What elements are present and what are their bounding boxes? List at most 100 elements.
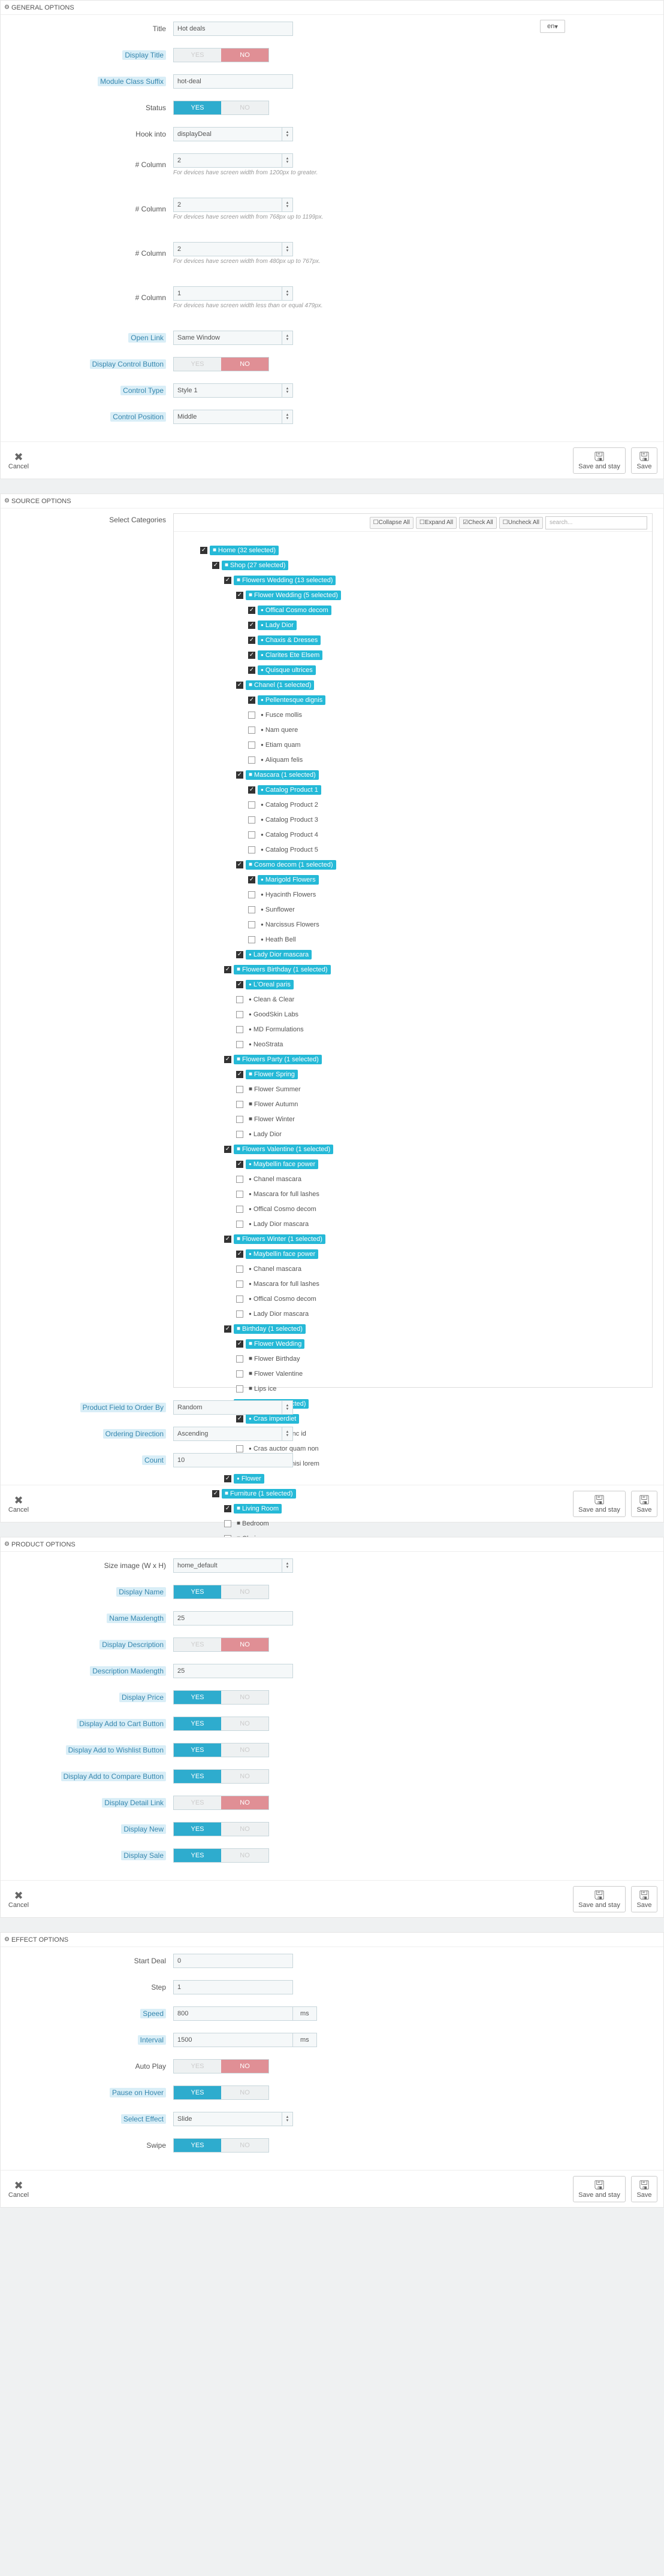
tree-node[interactable]: ● Catalog Product 5 <box>200 842 341 857</box>
save-and-stay-button[interactable]: 🖫 Save and stay <box>573 1491 626 1517</box>
tree-checkbox[interactable]: ✓ <box>224 965 231 973</box>
tree-checkbox[interactable] <box>248 831 255 839</box>
display-control-button-toggle[interactable]: YES NO <box>173 357 269 371</box>
tree-node[interactable]: ● Clean & Clear <box>200 992 341 1007</box>
tree-node-label[interactable]: ■ Home (32 selected) <box>210 545 279 555</box>
tree-node-label[interactable]: ■ Flower Summer <box>246 1085 304 1094</box>
tree-checkbox[interactable]: ✓ <box>236 1340 243 1348</box>
tree-node-label[interactable]: ● L'Oreal paris <box>246 979 294 989</box>
display-new-toggle[interactable]: YES NO <box>173 1822 269 1836</box>
tree-node-label[interactable]: ● Aliquam felis <box>258 755 306 765</box>
tree-node[interactable]: ● Sunflower <box>200 902 341 917</box>
tree-node-label[interactable]: ■ Shop (27 selected) <box>222 560 289 570</box>
tree-node[interactable]: ✓ ■ Flower Wedding <box>200 1336 341 1351</box>
tree-node-label[interactable]: ● Catalog Product 3 <box>258 815 321 825</box>
tree-checkbox[interactable] <box>236 1025 243 1033</box>
tree-checkbox[interactable]: ✓ <box>236 1070 243 1078</box>
tree-node[interactable]: ● Fusce mollis <box>200 707 341 722</box>
display-title-toggle[interactable]: YES NO <box>173 48 269 62</box>
tree-checkbox[interactable]: ✓ <box>200 546 207 554</box>
tree-node-label[interactable]: ■ Bedroom <box>234 1519 272 1528</box>
tree-node-label[interactable]: ● Mascara for full lashes <box>246 1279 322 1289</box>
module-class-suffix-input[interactable] <box>173 74 293 89</box>
toggle-no[interactable]: NO <box>240 1773 250 1780</box>
tree-node-label[interactable]: ■ Birthday (1 selected) <box>234 1324 306 1334</box>
cancel-button[interactable]: ✖ Cancel <box>7 447 31 474</box>
tree-node[interactable]: ✓ ■ Flowers Wedding (13 selected) <box>200 573 341 588</box>
tree-node[interactable]: ✓ ■ Living Room <box>200 1501 341 1516</box>
tree-checkbox[interactable] <box>236 1130 243 1138</box>
toggle-yes[interactable]: YES <box>174 1743 221 1757</box>
cancel-button[interactable]: ✖ Cancel <box>7 2176 31 2202</box>
tree-node-label[interactable]: ■ Flower Winter <box>246 1115 298 1124</box>
tree-checkbox[interactable]: ✓ <box>212 561 219 569</box>
tree-node[interactable]: ✓ ■ Flowers Valentine (1 selected) <box>200 1142 341 1157</box>
tree-checkbox[interactable] <box>236 995 243 1003</box>
select-effect-select[interactable]: Slide ▲▼ <box>173 2112 293 2126</box>
name-maxlength-input[interactable] <box>173 1611 293 1625</box>
tree-node[interactable]: ✓ ● Clarites Ete Elsem <box>200 647 341 662</box>
toggle-no[interactable]: NO <box>221 358 268 371</box>
tree-checkbox[interactable] <box>248 936 255 943</box>
swipe-toggle[interactable]: YES NO <box>173 2138 269 2153</box>
tree-checkbox[interactable]: ✓ <box>248 876 255 883</box>
tree-checkbox[interactable]: ✓ <box>236 1415 243 1422</box>
tree-node-label[interactable]: ● Cras imperdiet <box>246 1413 300 1424</box>
display-sale-toggle[interactable]: YES NO <box>173 1848 269 1863</box>
tree-node-label[interactable]: ● Etiam quam <box>258 740 304 750</box>
tree-node-label[interactable]: ● Offical Cosmo decom <box>258 605 331 615</box>
tree-node[interactable]: ✓ ● Maybellin face power <box>200 1157 341 1172</box>
column-select[interactable]: 1 ▲▼ <box>173 286 293 301</box>
tree-checkbox[interactable]: ✓ <box>236 861 243 868</box>
tree-checkbox[interactable]: ✓ <box>224 576 231 584</box>
save-button[interactable]: 🖫 Save <box>631 1886 657 1912</box>
toggle-no[interactable]: NO <box>221 49 268 62</box>
tree-checkbox[interactable] <box>236 1115 243 1123</box>
tree-checkbox[interactable] <box>248 891 255 898</box>
toggle-yes[interactable]: YES <box>174 2139 221 2152</box>
tree-checkbox[interactable]: ✓ <box>236 1160 243 1168</box>
toggle-yes[interactable]: YES <box>191 2063 204 2070</box>
tree-node[interactable]: ● Chanel mascara <box>200 1172 341 1186</box>
tree-checkbox[interactable] <box>248 711 255 719</box>
tree-node[interactable]: ■ Flower Winter <box>200 1112 341 1127</box>
display-description-toggle[interactable]: YES NO <box>173 1637 269 1652</box>
toggle-yes[interactable]: YES <box>174 1770 221 1783</box>
tree-node[interactable]: ✓ ■ Home (32 selected) <box>200 543 341 558</box>
tree-node[interactable]: ✓ ● Catalog Product 1 <box>200 782 341 797</box>
tree-node-label[interactable]: ■ Flowers Wedding (13 selected) <box>234 575 336 585</box>
tree-node[interactable]: ■ Flower Autumn <box>200 1097 341 1112</box>
tree-node-label[interactable]: ■ Flower Wedding <box>246 1339 305 1349</box>
tree-node-label[interactable]: ■ Flowers Birthday (1 selected) <box>234 964 331 974</box>
toggle-yes[interactable]: YES <box>174 101 221 114</box>
save-and-stay-button[interactable]: 🖫 Save and stay <box>573 447 626 474</box>
tree-node[interactable]: ✓ ■ Cosmo decom (1 selected) <box>200 857 341 872</box>
tree-node-label[interactable]: ● Catalog Product 1 <box>258 785 321 795</box>
save-button[interactable]: 🖫 Save <box>631 447 657 474</box>
tree-node-label[interactable]: ● Nam quere <box>258 725 301 735</box>
tree-node[interactable]: ■ Flower Valentine <box>200 1366 341 1381</box>
tree-node-label[interactable]: ● Offical Cosmo decom <box>246 1294 319 1304</box>
tree-checkbox[interactable] <box>248 741 255 749</box>
tree-node[interactable]: ■ Flower Birthday <box>200 1351 341 1366</box>
tree-node[interactable]: ✓ ● Offical Cosmo decom <box>200 603 341 617</box>
speed-input[interactable] <box>173 2006 293 2021</box>
tree-checkbox[interactable]: ✓ <box>236 591 243 599</box>
tree-node-label[interactable]: ● Lady Dior <box>258 620 297 630</box>
toggle-no[interactable]: NO <box>221 2060 268 2073</box>
tree-checkbox[interactable] <box>224 1519 231 1527</box>
tree-node-label[interactable]: ● Lady Dior mascara <box>246 949 312 959</box>
tree-node[interactable]: ✓ ■ Birthday (1 selected) <box>200 1321 341 1336</box>
tree-checkbox[interactable] <box>236 1355 243 1363</box>
tree-node[interactable]: ✓ ■ Chanel (1 selected) <box>200 677 341 692</box>
tree-node[interactable]: ✓ ● Lady Dior <box>200 617 341 632</box>
tree-checkbox[interactable] <box>236 1295 243 1303</box>
tree-node[interactable]: ● Catalog Product 4 <box>200 827 341 842</box>
tree-node[interactable]: ● Lady Dior <box>200 1127 341 1142</box>
control-position-select[interactable]: Middle ▲▼ <box>173 410 293 424</box>
tree-checkbox[interactable]: ✓ <box>248 666 255 674</box>
tree-checkbox[interactable] <box>236 1280 243 1288</box>
tree-node[interactable]: ✓ ■ Furniture (1 selected) <box>200 1486 341 1501</box>
display-name-toggle[interactable]: YES NO <box>173 1585 269 1599</box>
tree-checkbox[interactable]: ✓ <box>224 1505 231 1512</box>
